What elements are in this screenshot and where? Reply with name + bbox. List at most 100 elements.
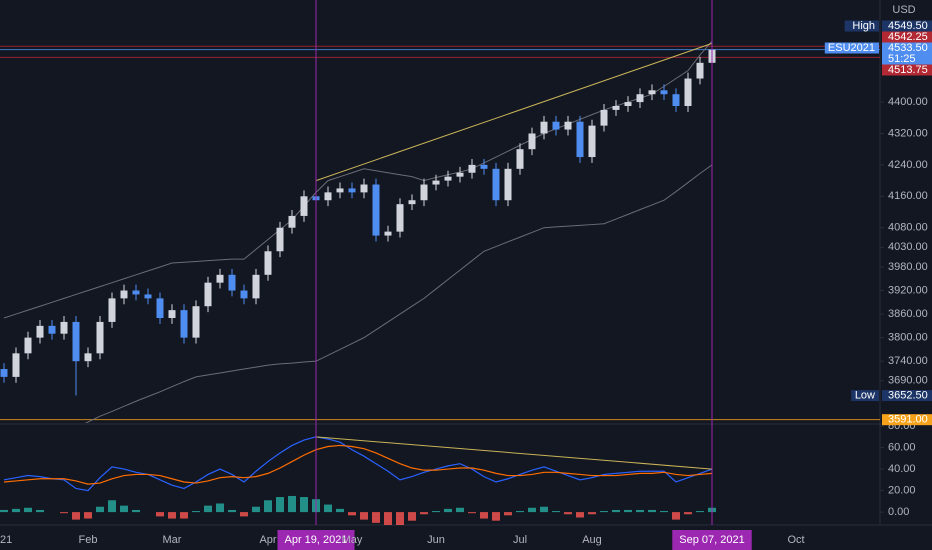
level-value: 3652.50 bbox=[888, 389, 928, 401]
candle-body bbox=[384, 231, 392, 236]
macd-histogram-bar bbox=[576, 512, 584, 518]
macd-histogram-bar bbox=[600, 511, 608, 513]
candle-body bbox=[648, 90, 656, 95]
macd-histogram-bar bbox=[120, 505, 128, 513]
level-label-box bbox=[882, 20, 932, 32]
candle-body bbox=[48, 325, 56, 334]
candle-body bbox=[120, 290, 128, 299]
candle-body bbox=[660, 90, 668, 95]
candle-body bbox=[600, 109, 608, 126]
macd-histogram-bar bbox=[636, 509, 644, 513]
macd-line bbox=[3, 444, 713, 485]
currency-label: USD bbox=[892, 4, 915, 16]
x-tick-label: Jul bbox=[513, 534, 527, 546]
y-tick-label: 3690.00 bbox=[888, 375, 928, 387]
candle-body bbox=[252, 274, 260, 299]
macd-histogram-bar bbox=[684, 512, 692, 515]
candle-body bbox=[192, 306, 200, 338]
candle-body bbox=[624, 102, 632, 106]
candle-body bbox=[300, 196, 308, 216]
candle-body bbox=[336, 188, 344, 193]
candle-body bbox=[72, 321, 80, 362]
level-label-box bbox=[882, 64, 932, 76]
candle-body bbox=[468, 164, 476, 173]
macd-histogram-bar bbox=[468, 512, 476, 514]
macd-histogram-bar bbox=[504, 512, 512, 516]
level-label-box bbox=[882, 414, 932, 426]
macd-histogram-bar bbox=[396, 512, 404, 525]
candle-body bbox=[456, 172, 464, 177]
macd-histogram-bar bbox=[216, 503, 224, 513]
candle-body bbox=[612, 106, 620, 110]
candle-body bbox=[408, 200, 416, 205]
level-name-box bbox=[844, 20, 879, 32]
macd-histogram-bar bbox=[432, 511, 440, 513]
level-label-box bbox=[882, 390, 932, 402]
y-tick-label: 4160.00 bbox=[888, 190, 928, 202]
macd-histogram-bar bbox=[36, 509, 44, 513]
candle-body bbox=[24, 337, 32, 354]
x-tick-label: Apr 19, 2021 bbox=[285, 534, 348, 546]
macd-histogram-bar bbox=[456, 507, 464, 513]
macd-histogram-bar bbox=[300, 497, 308, 513]
y-tick-label: 4030.00 bbox=[888, 241, 928, 253]
macd-histogram-bar bbox=[324, 504, 332, 513]
macd-histogram-bar bbox=[648, 509, 656, 513]
macd-histogram-bar bbox=[192, 511, 200, 513]
macd-histogram-bar bbox=[24, 507, 32, 513]
candle-body bbox=[528, 133, 536, 150]
candle-body bbox=[372, 184, 380, 236]
candle-body bbox=[204, 282, 212, 307]
crosshair-date-box bbox=[672, 530, 752, 550]
macd-histogram-bar bbox=[672, 512, 680, 520]
countdown-box bbox=[882, 53, 932, 65]
macd-histogram-bar bbox=[288, 495, 296, 513]
level-name-box bbox=[851, 390, 879, 402]
macd-histogram-bar bbox=[108, 500, 116, 513]
candle-body bbox=[288, 215, 296, 228]
candle-body bbox=[324, 192, 332, 201]
candle-body bbox=[576, 121, 584, 158]
level-name: ESU2021 bbox=[828, 42, 875, 54]
candle-body bbox=[444, 176, 452, 181]
macd-histogram-bar bbox=[84, 512, 92, 519]
macd-histogram-bar bbox=[564, 512, 572, 515]
candle-body bbox=[540, 121, 548, 134]
price-trendline bbox=[315, 42, 713, 182]
macd-histogram-bar bbox=[96, 506, 104, 513]
candle-body bbox=[216, 274, 224, 283]
macd-histogram-bar bbox=[588, 512, 596, 515]
candle-body bbox=[360, 184, 368, 193]
candle-body bbox=[552, 121, 560, 130]
macd-histogram-bar bbox=[408, 512, 416, 521]
macd-histogram-bar bbox=[372, 512, 380, 523]
candle-body bbox=[264, 251, 272, 275]
macd-histogram-bar bbox=[528, 507, 536, 513]
candle-body bbox=[228, 274, 236, 291]
macd-histogram-bar bbox=[348, 512, 356, 516]
candle-body bbox=[0, 369, 8, 377]
macd-histogram-bar bbox=[516, 511, 524, 513]
x-tick-label: 2021 bbox=[0, 534, 12, 546]
bollinger-lower bbox=[84, 164, 713, 423]
macd-y-tick-label: 60.00 bbox=[888, 441, 916, 453]
macd-histogram-bar bbox=[240, 512, 248, 517]
macd-histogram-bar bbox=[276, 497, 284, 513]
macd-histogram-bar bbox=[60, 512, 68, 514]
macd-histogram-bar bbox=[612, 509, 620, 513]
y-tick-label: 4400.00 bbox=[888, 96, 928, 108]
candle-body bbox=[588, 125, 596, 158]
candle-body bbox=[156, 298, 164, 318]
candle-body bbox=[348, 188, 356, 193]
candle-body bbox=[60, 321, 68, 334]
macd-histogram-bar bbox=[660, 511, 668, 513]
candle-body bbox=[84, 353, 92, 362]
level-label-box bbox=[882, 42, 932, 54]
macd-histogram-bar bbox=[384, 512, 392, 525]
x-tick-label: Mar bbox=[163, 534, 182, 546]
x-tick-label: Jun bbox=[427, 534, 445, 546]
bollinger-upper bbox=[3, 40, 713, 319]
y-tick-label: 4080.00 bbox=[888, 222, 928, 234]
x-tick-label: Apr bbox=[259, 534, 276, 546]
macd-histogram-bar bbox=[336, 508, 344, 513]
